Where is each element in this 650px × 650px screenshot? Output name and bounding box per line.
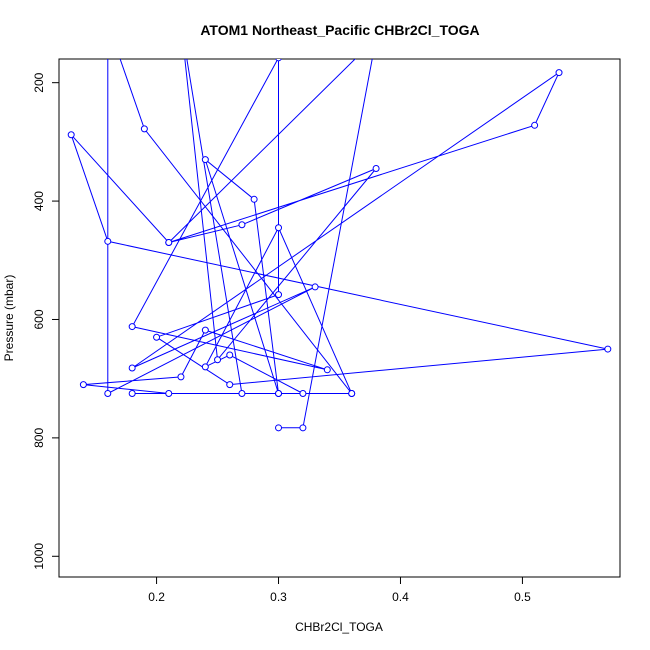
data-point <box>128 389 136 397</box>
data-point <box>311 283 319 291</box>
data-point <box>201 326 209 334</box>
y-tick-label: 600 <box>32 309 46 329</box>
data-points <box>67 20 612 432</box>
y-tick-label: 200 <box>32 72 46 92</box>
data-point <box>226 381 234 389</box>
data-point <box>238 389 246 397</box>
data-point <box>348 389 356 397</box>
data-point <box>128 364 136 372</box>
y-axis: 200 400 600 800 1000 <box>32 72 60 570</box>
data-point <box>299 389 307 397</box>
data-point <box>67 131 75 139</box>
plot-frame <box>58 58 621 578</box>
series-line <box>70 59 608 429</box>
data-point <box>275 224 283 232</box>
data-point <box>214 356 222 364</box>
data-point <box>238 221 246 229</box>
y-tick-label: 1000 <box>32 543 46 570</box>
data-point <box>140 125 148 133</box>
x-tick-label: 0.2 <box>148 590 165 604</box>
data-point <box>372 165 380 173</box>
series-polyline <box>70 59 608 429</box>
x-axis-label: CHBr2Cl_TOGA <box>295 620 383 634</box>
data-point <box>165 239 173 247</box>
y-axis-label: Pressure (mbar) <box>2 275 16 362</box>
data-point <box>79 381 87 389</box>
data-point <box>177 373 185 381</box>
data-point <box>299 424 307 432</box>
x-tick-label: 0.3 <box>270 590 287 604</box>
data-point <box>275 389 283 397</box>
y-tick-label: 400 <box>32 191 46 211</box>
chart-title: ATOM1 Northeast_Pacific CHBr2Cl_TOGA <box>200 22 479 38</box>
data-point <box>275 291 283 299</box>
data-point <box>153 333 161 341</box>
data-point <box>165 389 173 397</box>
data-point <box>178 20 184 26</box>
data-point <box>531 121 539 129</box>
data-point <box>275 424 283 432</box>
data-point <box>201 363 209 371</box>
x-axis: 0.2 0.3 0.4 0.5 <box>148 576 531 604</box>
data-point <box>250 195 258 203</box>
data-point <box>323 366 331 374</box>
data-point <box>201 156 209 164</box>
x-tick-label: 0.5 <box>514 590 531 604</box>
x-tick-label: 0.4 <box>392 590 409 604</box>
data-point <box>604 345 612 353</box>
data-point <box>555 69 563 77</box>
data-point <box>275 59 282 62</box>
data-point <box>105 20 111 26</box>
data-point <box>226 351 234 359</box>
y-tick-label: 800 <box>32 428 46 448</box>
data-point <box>128 323 136 331</box>
data-point <box>104 237 112 245</box>
data-point <box>104 389 112 397</box>
